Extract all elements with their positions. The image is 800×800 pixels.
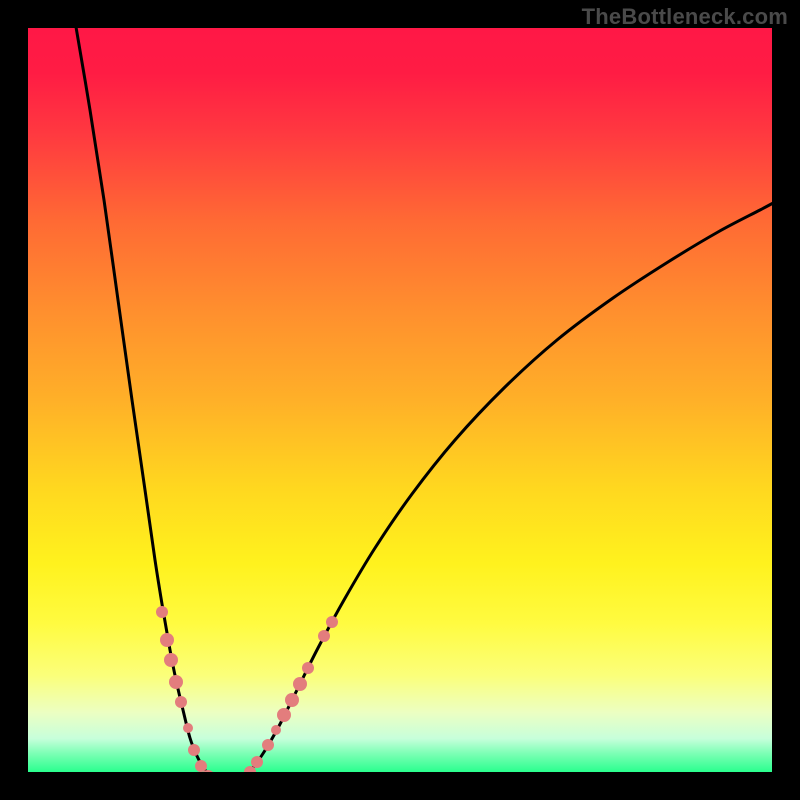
curve-marker <box>285 693 299 707</box>
curve-marker <box>160 633 174 647</box>
chart-svg <box>0 0 800 800</box>
curve-marker <box>169 675 183 689</box>
curve-marker <box>183 723 193 733</box>
curve-marker <box>302 662 314 674</box>
curve-marker <box>326 616 338 628</box>
curve-marker <box>175 696 187 708</box>
curve-marker <box>251 756 263 768</box>
watermark-text: TheBottleneck.com <box>582 4 788 30</box>
curve-marker <box>156 606 168 618</box>
curve-marker <box>271 725 281 735</box>
curve-marker <box>195 760 207 772</box>
curve-marker <box>164 653 178 667</box>
curve-marker <box>277 708 291 722</box>
chart-canvas: TheBottleneck.com <box>0 0 800 800</box>
curve-marker <box>318 630 330 642</box>
chart-background-gradient <box>28 28 772 772</box>
curve-marker <box>262 739 274 751</box>
curve-marker <box>293 677 307 691</box>
curve-marker <box>188 744 200 756</box>
